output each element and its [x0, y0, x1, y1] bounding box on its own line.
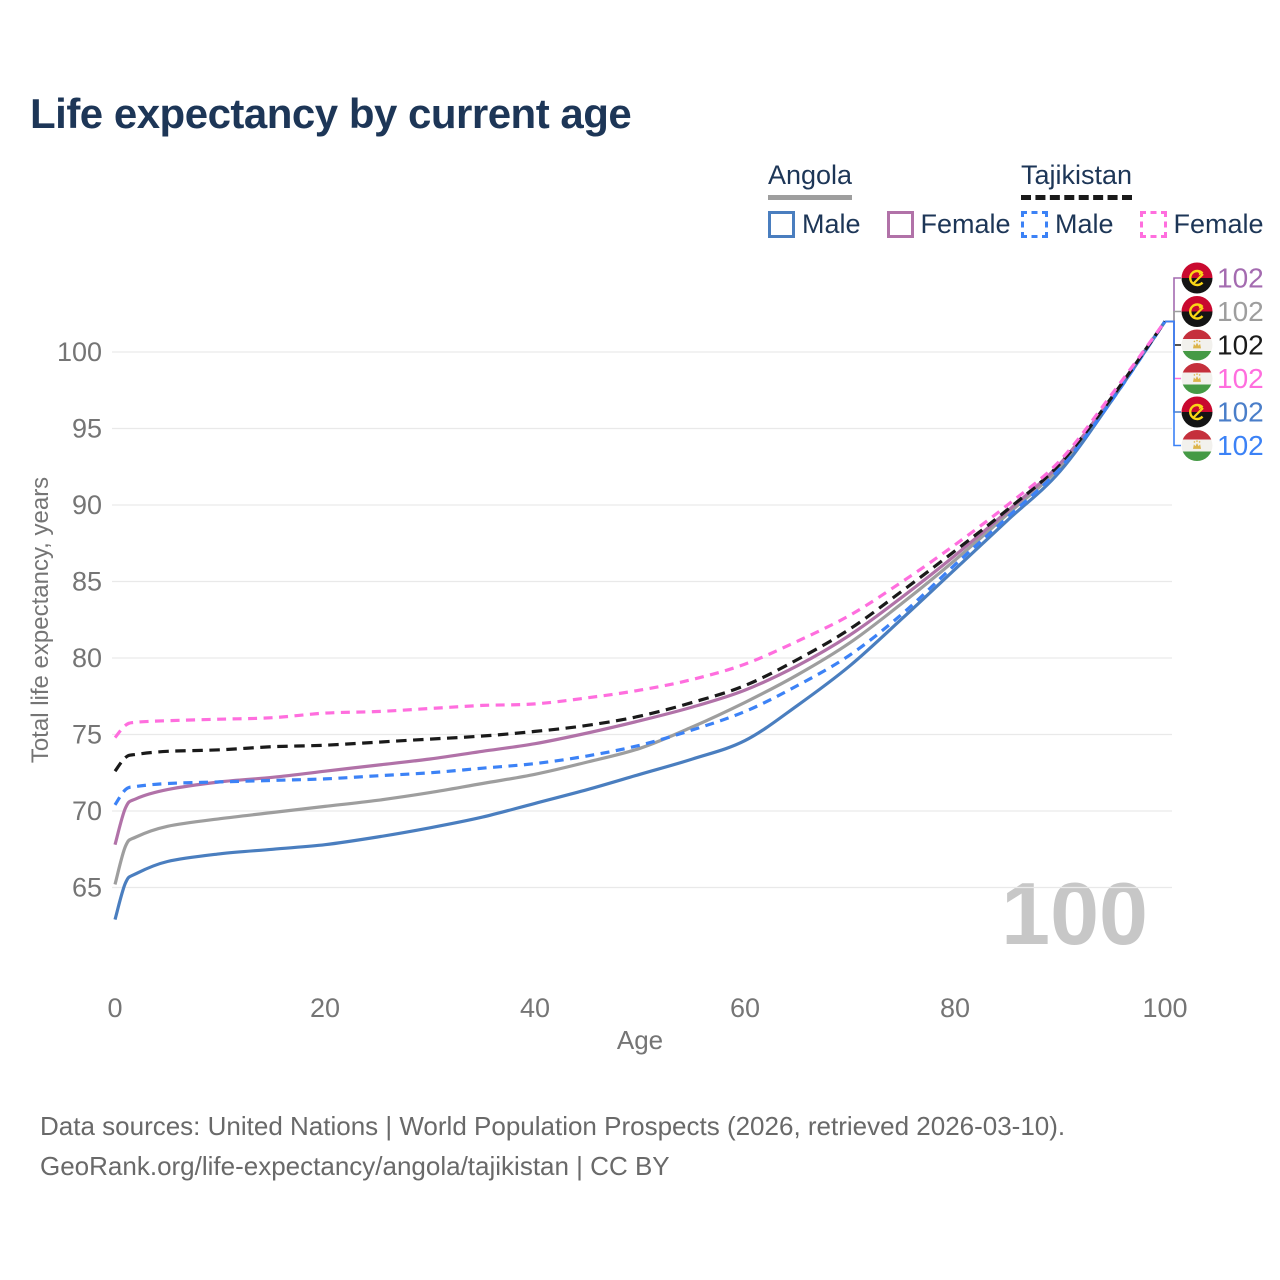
age-watermark: 100	[1001, 864, 1148, 963]
end-label-value: 102	[1217, 363, 1264, 394]
series-line-tajikistan-total[interactable]	[113, 320, 1167, 773]
legend-item-angola-female[interactable]: Female	[886, 209, 1011, 240]
page-title: Life expectancy by current age	[30, 90, 632, 137]
x-tick-100: 100	[1142, 993, 1187, 1023]
x-axis-title: Age	[617, 1025, 663, 1055]
angola-male-swatch-icon	[768, 211, 795, 238]
angola-female-swatch-icon	[886, 211, 914, 238]
tajikistan-flag-icon	[1181, 363, 1213, 395]
end-label-tajikistan-female: 102	[1165, 320, 1264, 395]
x-tick-20: 20	[310, 993, 340, 1023]
y-tick-90: 90	[72, 490, 102, 520]
legend-item-label: Female	[920, 209, 1011, 239]
series-line-tajikistan-male[interactable]	[113, 320, 1167, 806]
leader-line	[1165, 320, 1181, 346]
x-tick-60: 60	[730, 993, 760, 1023]
end-label-value: 102	[1217, 263, 1264, 294]
series-line-tajikistan-female[interactable]	[113, 320, 1167, 739]
y-tick-80: 80	[72, 643, 102, 673]
x-tick-40: 40	[520, 993, 550, 1023]
legend-group-tajikistan: Tajikistan Male Female	[1021, 160, 1280, 240]
leader-line	[1165, 320, 1181, 447]
legend-item-label: Female	[1173, 209, 1264, 239]
end-label-tajikistan-total: 102	[1165, 320, 1264, 361]
data-sources-footer: Data sources: United Nations | World Pop…	[40, 1106, 1065, 1187]
legend-group-title-tajikistan[interactable]: Tajikistan	[1021, 160, 1133, 200]
legend-item-label: Male	[1055, 209, 1114, 239]
legend-item-label: Male	[802, 209, 861, 239]
footer-line-1: Data sources: United Nations | World Pop…	[40, 1111, 1066, 1141]
y-tick-70: 70	[72, 796, 102, 826]
series-line-angola-total[interactable]	[113, 320, 1167, 885]
footer-line-2[interactable]: GeoRank.org/life-expectancy/angola/tajik…	[40, 1151, 670, 1182]
leader-line	[1165, 310, 1181, 323]
legend-item-tajikistan-female[interactable]: Female	[1139, 209, 1264, 240]
leader-line	[1165, 320, 1181, 413]
angola-flag-icon	[1181, 296, 1213, 328]
legend-group-angola: Angola Male Female	[768, 160, 1037, 240]
tajikistan-flag-icon	[1181, 329, 1213, 361]
legend-item-angola-male[interactable]: Male	[768, 209, 861, 240]
leader-line	[1165, 320, 1181, 380]
y-tick-95: 95	[72, 414, 102, 444]
tajikistan-flag-icon	[1181, 430, 1213, 462]
x-tick-80: 80	[940, 993, 970, 1023]
leader-line	[1165, 277, 1181, 323]
legend-group-title-angola[interactable]: Angola	[768, 160, 853, 200]
end-label-angola-total: 102	[1165, 296, 1264, 328]
y-tick-85: 85	[72, 567, 102, 597]
end-label-value: 102	[1217, 430, 1264, 461]
end-label-value: 102	[1217, 330, 1264, 361]
x-axis-label: Age	[617, 1025, 663, 1055]
x-tick-labels: 0 20 40 60 80 100	[107, 993, 1187, 1023]
tajikistan-female-swatch-icon	[1139, 211, 1167, 238]
angola-flag-icon	[1181, 396, 1213, 428]
angola-flag-icon	[1181, 262, 1213, 294]
end-label-angola-female: 102	[1165, 262, 1264, 323]
y-tick-labels: 65 70 75 80 85 90 95 100	[57, 337, 102, 903]
end-label-value: 102	[1217, 397, 1264, 428]
chart-series	[113, 320, 1167, 921]
legend-items-tajikistan: Male Female	[1021, 209, 1280, 240]
y-gridlines	[112, 351, 1172, 889]
legend: Angola Male Female Tajikistan Male	[0, 160, 1280, 250]
end-label-tajikistan-male: 102	[1165, 320, 1264, 462]
y-tick-100: 100	[57, 337, 102, 367]
y-axis-title: Total life expectancy, years	[27, 477, 54, 763]
tajikistan-male-swatch-icon	[1021, 211, 1048, 238]
series-line-angola-male[interactable]	[113, 320, 1167, 921]
y-tick-75: 75	[72, 720, 102, 750]
y-axis-label: Total life expectancy, years	[27, 477, 54, 763]
y-tick-65: 65	[72, 873, 102, 903]
series-line-angola-female[interactable]	[113, 320, 1167, 846]
end-label-value: 102	[1217, 296, 1264, 327]
x-tick-0: 0	[107, 993, 122, 1023]
legend-item-tajikistan-male[interactable]: Male	[1021, 209, 1114, 240]
legend-items-angola: Male Female	[768, 209, 1037, 240]
